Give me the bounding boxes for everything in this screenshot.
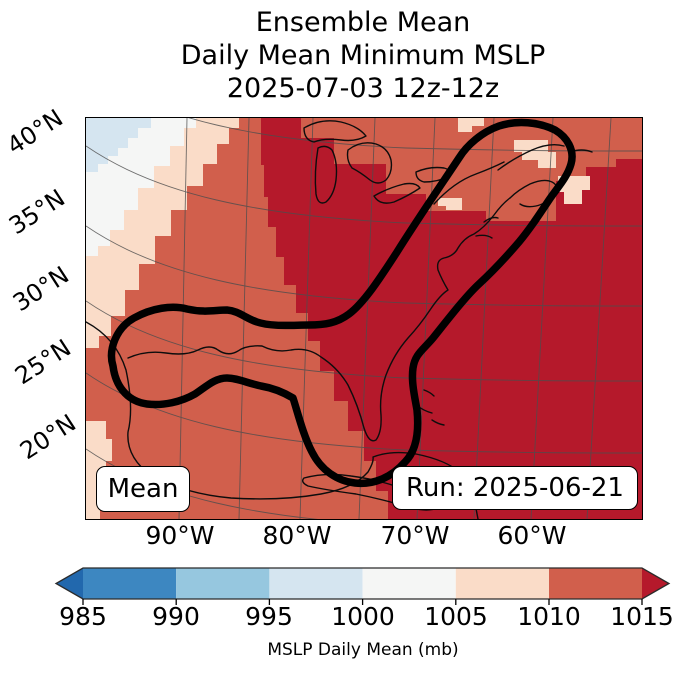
mean-annotation-label: Mean	[107, 474, 179, 504]
run-annotation-box: Run: 2025-06-21	[392, 466, 638, 510]
lon-label-90w: 90°W	[145, 521, 215, 550]
lat-label-30n: 30°N	[8, 260, 74, 318]
graticule	[86, 118, 642, 519]
cbar-tick-995: 995	[245, 602, 293, 631]
colorbar-tickmarks	[82, 599, 643, 605]
map-panel	[85, 117, 643, 520]
lat-label-20n: 20°N	[15, 408, 81, 466]
tracking-region-contour	[107, 118, 576, 488]
parallel-35n	[86, 225, 642, 307]
coastline-mexico-yucatan	[86, 321, 479, 519]
meridian-90w	[178, 118, 188, 519]
cbar-tick-1010: 1010	[517, 602, 581, 631]
colorbar	[54, 567, 671, 605]
parallel-30n	[86, 300, 642, 382]
parallel-25n	[86, 372, 642, 454]
run-annotation-label: Run: 2025-06-21	[406, 473, 624, 503]
cbar-tick-1015: 1015	[610, 602, 674, 631]
lon-label-60w: 60°W	[497, 521, 567, 550]
colorbar-seg-990-995	[176, 568, 270, 599]
lat-label-25n: 25°N	[10, 333, 76, 391]
coastline-cuba	[301, 473, 439, 511]
coastline-long-island-capecod	[475, 216, 499, 239]
mean-annotation-box: Mean	[96, 466, 190, 512]
title-line-1: Ensemble Mean	[255, 7, 471, 38]
meridian-65w	[473, 118, 495, 519]
title-line-3: 2025-07-03 12z-12z	[226, 73, 500, 104]
meridian-55w	[586, 118, 612, 519]
colorbar-seg-1010-1015	[549, 568, 642, 599]
lake-michigan	[314, 145, 338, 204]
colorbar-over-arrow	[642, 568, 669, 599]
colorbar-seg-995-1000	[269, 568, 363, 599]
meridian-75w	[358, 118, 376, 519]
lon-label-70w: 70°W	[380, 521, 450, 550]
lon-label-80w: 80°W	[262, 521, 332, 550]
fill-peach-patch-ns1	[514, 140, 556, 168]
meridian-80w	[299, 118, 314, 519]
colorbar-under-arrow	[56, 568, 83, 599]
lake-huron	[346, 142, 393, 184]
fill-band-1005-1010	[86, 118, 239, 348]
cbar-tick-1005: 1005	[424, 602, 488, 631]
lat-label-40n: 40°N	[2, 103, 68, 161]
colorbar-seg-1000-1005	[362, 568, 456, 599]
fill-peach-patch-top	[458, 118, 484, 132]
fill-peach-patch-maine	[438, 198, 462, 210]
cbar-tick-985: 985	[59, 602, 107, 631]
cbar-tick-990: 990	[152, 602, 200, 631]
fill-band-1000-1005	[86, 118, 196, 256]
lake-superior	[303, 120, 367, 143]
meridian-60w	[530, 118, 554, 519]
meridian-70w	[416, 118, 436, 519]
lat-label-35n: 35°N	[4, 183, 70, 241]
colorbar-axis-label: MSLP Daily Mean (mb)	[267, 640, 459, 660]
mslp-map	[86, 118, 642, 519]
fill-band-995-1000	[86, 118, 151, 172]
colorbar-seg-985-990	[83, 568, 177, 599]
cbar-tick-1000: 1000	[331, 602, 395, 631]
fill-peach-patch-ns2	[558, 176, 590, 204]
lake-erie	[373, 182, 421, 204]
title-line-2: Daily Mean Minimum MSLP	[180, 40, 546, 71]
coastline-us-gulf-atlantic	[127, 197, 511, 442]
parallel-40n	[86, 145, 642, 227]
colorbar-seg-1005-1010	[455, 568, 549, 599]
